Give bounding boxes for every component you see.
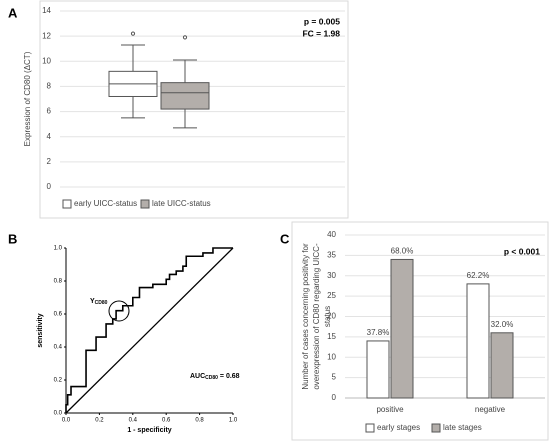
legend-label: early UICC-status <box>74 199 137 208</box>
y-axis-label: Expression of CD80 (ΔCT) <box>23 51 32 146</box>
bar-label: 37.8% <box>367 328 390 337</box>
y-tick-label: 20 <box>327 312 336 321</box>
y-axis-label: overexpression of CD80 regarding UICC- <box>312 243 321 390</box>
y-tick-label: 4 <box>47 132 52 141</box>
y-tick-label: 0.6 <box>54 312 63 318</box>
panel-frame <box>39 0 349 219</box>
x-tick-label: 0.8 <box>195 418 204 424</box>
annotation: FC = 1.98 <box>302 28 340 38</box>
auc-main: AUC <box>190 373 205 380</box>
roc-curve <box>65 247 233 413</box>
y-tick-label: 14 <box>42 6 51 15</box>
y-tick-label: 40 <box>327 230 336 239</box>
youden-circle <box>108 300 130 322</box>
y-tick-label: 15 <box>327 332 336 341</box>
bar-label: 62.2% <box>467 271 490 280</box>
panel-letter: B <box>8 231 17 246</box>
bar-label: 68.0% <box>391 247 414 256</box>
y-tick-label: 35 <box>327 250 336 259</box>
panel-letter: A <box>8 5 18 20</box>
y-tick-label: 0 <box>47 182 52 191</box>
bar <box>466 283 490 399</box>
y-axis-label: status <box>323 306 332 327</box>
bar-label: 32.0% <box>491 320 514 329</box>
point-label-sub: CD80 <box>95 300 108 306</box>
outlier <box>130 31 136 36</box>
auc-sub: CD80 <box>205 375 218 381</box>
legend-swatch <box>365 423 375 433</box>
x-tick-label: positive <box>376 405 404 414</box>
y-axis-label: sensitivity <box>37 313 44 347</box>
legend-swatch <box>431 423 441 433</box>
y-tick-label: 10 <box>327 352 336 361</box>
y-tick-label: 1.0 <box>54 246 63 252</box>
y-tick-label: 0.0 <box>54 411 63 417</box>
reference-diagonal <box>65 247 234 414</box>
y-axis-label: Number of cases concerning positivity fo… <box>301 243 310 390</box>
auc-label: AUCCD80 = 0.68 <box>190 373 240 381</box>
y-tick-label: 0.4 <box>54 345 63 351</box>
x-tick-label: 0.4 <box>129 418 138 424</box>
panel-frame <box>291 221 549 441</box>
panel-letter: C <box>280 231 290 246</box>
y-tick-label: 25 <box>327 291 336 300</box>
y-tick-label: 0.2 <box>54 378 63 384</box>
x-tick-label: 0.0 <box>62 418 71 424</box>
annotation: p = 0.005 <box>304 16 340 26</box>
legend-swatch <box>140 199 150 209</box>
y-tick-label: 10 <box>42 56 51 65</box>
x-tick-label: negative <box>475 405 506 414</box>
y-tick-label: 0 <box>332 393 337 402</box>
y-tick-label: 8 <box>47 82 52 91</box>
y-tick-label: 6 <box>47 107 52 116</box>
bar <box>390 258 414 399</box>
legend-label: late stages <box>443 423 482 432</box>
auc-rest: = 0.68 <box>218 373 240 380</box>
x-tick-label: 0.2 <box>95 418 104 424</box>
point-label: YCD80 <box>90 298 108 306</box>
y-tick-label: 30 <box>327 271 336 280</box>
annotation: p < 0.001 <box>504 246 540 256</box>
y-tick-label: 2 <box>47 157 52 166</box>
legend-label: early stages <box>377 423 420 432</box>
y-tick-label: 0.8 <box>54 279 63 285</box>
bar <box>366 340 390 399</box>
point-label-main: Y <box>90 298 95 305</box>
x-axis-label: 1 - specificity <box>127 427 171 434</box>
y-tick-label: 5 <box>332 373 337 382</box>
legend-label: late UICC-status <box>152 199 211 208</box>
legend-swatch <box>62 199 72 209</box>
x-tick-label: 1.0 <box>229 418 238 424</box>
box <box>160 82 210 110</box>
x-tick-label: 0.6 <box>162 418 171 424</box>
outlier <box>182 35 188 40</box>
y-tick-label: 12 <box>42 31 51 40</box>
bar <box>490 332 514 399</box>
